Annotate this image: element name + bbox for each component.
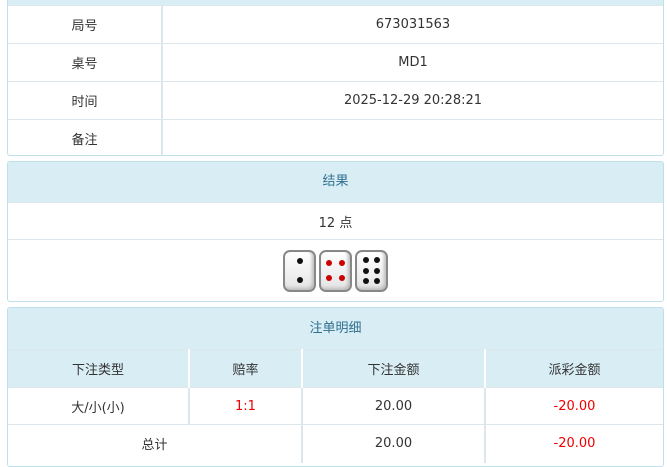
column-headers: 下注类型 赔率 下注金额 派彩金额 (8, 349, 663, 388)
total-row: 总计 20.00 -20.00 (8, 424, 663, 463)
bet-details-title: 注单明细 (8, 308, 663, 349)
die-4-icon (319, 249, 352, 292)
column-header-bet-amount: 下注金额 (301, 349, 485, 388)
pip (326, 275, 333, 282)
pip (296, 258, 303, 265)
column-header-payout: 派彩金额 (484, 349, 663, 388)
result-title: 结果 (8, 162, 663, 202)
odds: 1:1 (188, 387, 302, 425)
bet-details-panel: 注单明细 下注类型 赔率 下注金额 派彩金额 大/小(小) 1:1 20.00 … (7, 307, 664, 467)
pip (374, 257, 381, 264)
pip (374, 267, 381, 274)
total-amount: 20.00 (301, 424, 485, 463)
die-2-icon (283, 249, 316, 292)
pip (362, 267, 369, 274)
pip (296, 277, 303, 284)
info-row-round: 局号 673031563 (8, 5, 663, 44)
label: 桌号 (8, 43, 162, 82)
column-header-odds: 赔率 (188, 349, 302, 388)
pip (338, 260, 345, 267)
table-row: 大/小(小) 1:1 20.00 -20.00 (8, 387, 663, 425)
round-info-panel: 局号 673031563 桌号 MD1 时间 2025-12-29 20:28:21 … (7, 0, 664, 156)
pip (362, 257, 369, 264)
column-header-bet-type: 下注类型 (8, 349, 189, 388)
round-info-table: 局号 673031563 桌号 MD1 时间 2025-12-29 20:28:21 … (8, 5, 663, 155)
pip (338, 275, 345, 282)
bet-amount: 20.00 (301, 387, 485, 425)
bet-type: 大/小(小) (8, 387, 189, 425)
pip (326, 260, 333, 267)
info-row-time: 时间 2025-12-29 20:28:21 (8, 81, 663, 120)
result-points: 12 点 (8, 202, 663, 240)
info-row-table: 桌号 MD1 (8, 43, 663, 82)
label: 时间 (8, 81, 162, 120)
label: 局号 (8, 5, 162, 44)
dice-row (8, 239, 663, 301)
remark (161, 119, 663, 155)
time: 2025-12-29 20:28:21 (161, 81, 663, 120)
payout: -20.00 (484, 387, 663, 425)
die-6-icon (355, 249, 388, 292)
table-number: MD1 (161, 43, 663, 82)
round-number: 673031563 (161, 5, 663, 44)
pip (374, 278, 381, 285)
total-label: 总计 (8, 424, 302, 463)
pip (362, 278, 369, 285)
label: 备注 (8, 119, 162, 155)
info-row-remark: 备注 (8, 119, 663, 155)
total-payout: -20.00 (484, 424, 663, 463)
panel-header (8, 0, 663, 5)
result-panel: 结果 12 点 (7, 161, 664, 302)
